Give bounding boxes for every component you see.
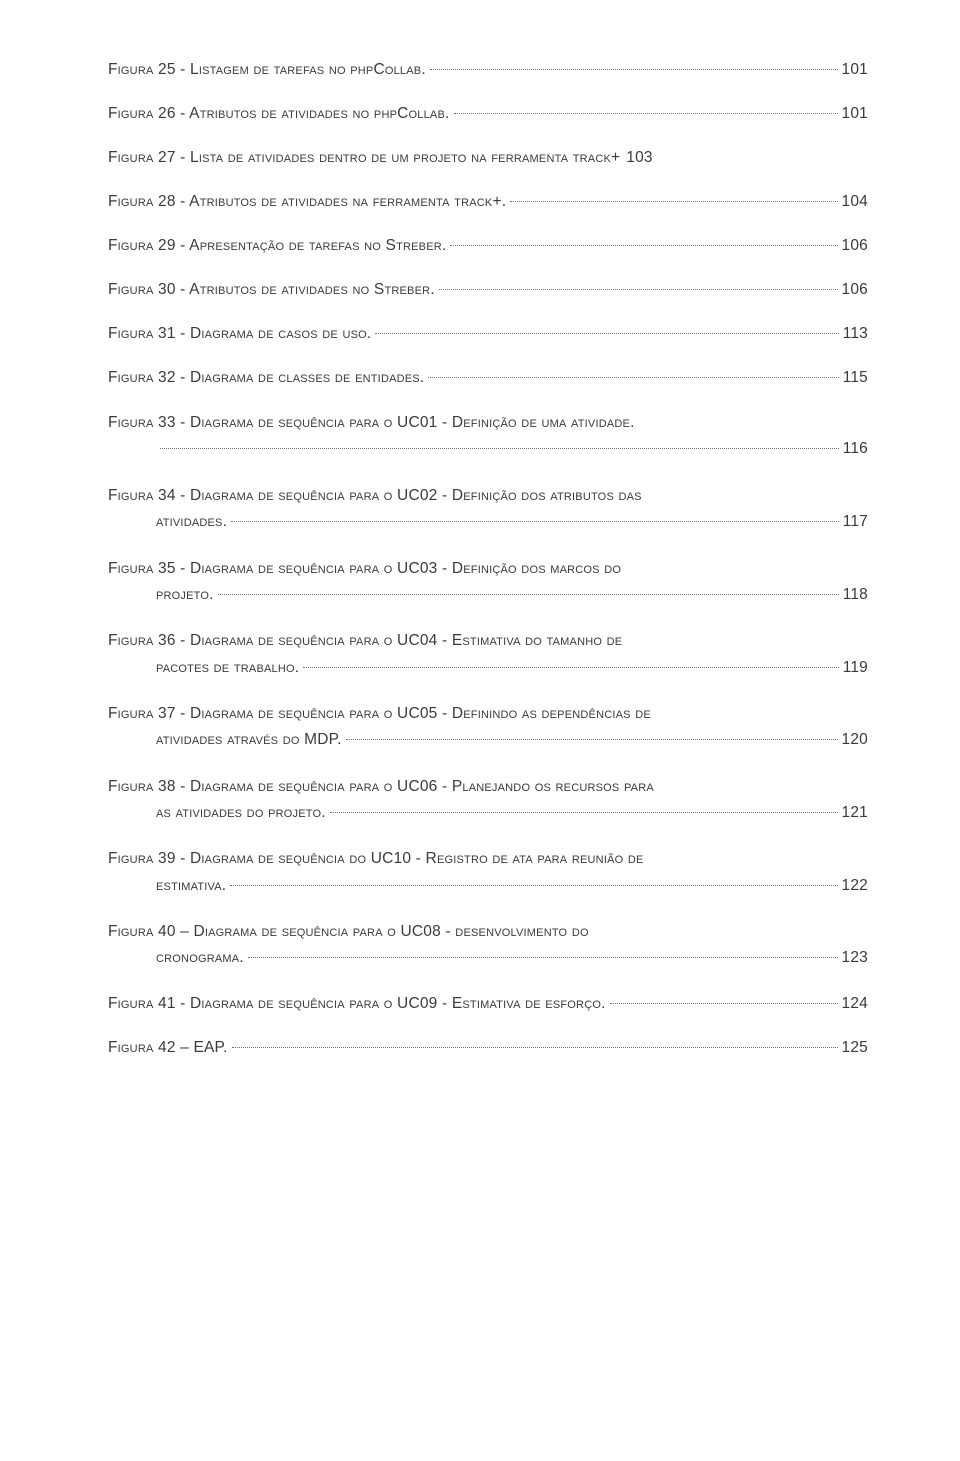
toc-leader: [510, 200, 837, 202]
toc-leader: [454, 112, 838, 114]
toc-label: Figura 27 - Lista de atividades dentro d…: [108, 146, 620, 170]
toc-label: Figura 41 - Diagrama de sequência para o…: [108, 992, 606, 1016]
toc-leader: [330, 811, 838, 813]
toc-label: Figura 30 - Atributos de atividades no S…: [108, 278, 435, 302]
toc-page: 118: [843, 582, 868, 608]
toc-label-line2: atividades através do MDP.: [156, 727, 342, 753]
toc-page: 101: [842, 58, 868, 82]
toc-leader: [428, 376, 838, 378]
toc-label: Figura 25 - Listagem de tarefas no phpCo…: [108, 58, 426, 82]
toc-label: Figura 42 – EAP.: [108, 1036, 228, 1060]
toc-label-line1: Figura 38 - Diagrama de sequência para o…: [108, 774, 868, 800]
toc-page: 125: [842, 1036, 868, 1060]
toc-leader: [375, 332, 838, 334]
toc-leader: [303, 666, 838, 668]
toc-entry: Figura 39 - Diagrama de sequência do UC1…: [108, 846, 868, 899]
toc-entry: Figura 29 - Apresentação de tarefas no S…: [108, 234, 868, 258]
toc-entry: Figura 30 - Atributos de atividades no S…: [108, 278, 868, 302]
toc-entry: Figura 36 - Diagrama de sequência para o…: [108, 628, 868, 681]
toc-leader: [160, 447, 839, 449]
toc-page: 119: [843, 655, 868, 681]
toc-page: 104: [842, 190, 868, 214]
toc-leader: [430, 68, 838, 70]
toc-label-line2: pacotes de trabalho.: [156, 655, 299, 681]
toc-page: 103: [626, 146, 652, 170]
toc-entry: Figura 38 - Diagrama de sequência para o…: [108, 774, 868, 827]
toc-label: Figura 31 - Diagrama de casos de uso.: [108, 322, 371, 346]
toc-label-line1: Figura 40 – Diagrama de sequência para o…: [108, 919, 868, 945]
toc-entry: Figura 37 - Diagrama de sequência para o…: [108, 701, 868, 754]
toc-entry: Figura 33 - Diagrama de sequência para o…: [108, 410, 868, 463]
toc-entry: Figura 32 - Diagrama de classes de entid…: [108, 366, 868, 390]
toc-page: 123: [842, 945, 868, 971]
toc-entry: Figura 25 - Listagem de tarefas no phpCo…: [108, 58, 868, 82]
toc-leader: [231, 520, 839, 522]
toc-leader: [218, 593, 839, 595]
toc-entry: Figura 26 - Atributos de atividades no p…: [108, 102, 868, 126]
toc-label: Figura 26 - Atributos de atividades no p…: [108, 102, 450, 126]
toc-leader: [230, 884, 837, 886]
toc-entry: Figura 41 - Diagrama de sequência para o…: [108, 992, 868, 1016]
toc-label-line1: Figura 39 - Diagrama de sequência do UC1…: [108, 846, 868, 872]
toc-leader: [610, 1002, 838, 1004]
toc-label-line2: as atividades do projeto.: [156, 800, 326, 826]
toc-page: 116: [843, 436, 868, 462]
toc-label-line1: Figura 35 - Diagrama de sequência para o…: [108, 556, 868, 582]
toc-label-line2: atividades.: [156, 509, 227, 535]
toc-entry: Figura 31 - Diagrama de casos de uso. 11…: [108, 322, 868, 346]
toc-page: 106: [842, 234, 868, 258]
toc-label-line2: projeto.: [156, 582, 214, 608]
list-of-figures-page: Figura 25 - Listagem de tarefas no phpCo…: [0, 0, 960, 1461]
toc-page: 122: [842, 873, 868, 899]
toc-page: 115: [843, 366, 868, 390]
toc-label-line2: cronograma.: [156, 945, 244, 971]
toc-leader: [232, 1046, 838, 1048]
toc-label-line1: Figura 34 - Diagrama de sequência para o…: [108, 483, 868, 509]
toc-label: Figura 32 - Diagrama de classes de entid…: [108, 366, 424, 390]
toc-page: 113: [843, 322, 868, 346]
toc-page: 117: [843, 509, 868, 535]
toc-entry: Figura 28 - Atributos de atividades na f…: [108, 190, 868, 214]
toc-page: 120: [842, 727, 868, 753]
toc-label: Figura 28 - Atributos de atividades na f…: [108, 190, 506, 214]
toc-label-line1: Figura 33 - Diagrama de sequência para o…: [108, 410, 868, 436]
toc-leader: [346, 738, 838, 740]
toc-leader: [450, 244, 837, 246]
toc-leader: [439, 288, 838, 290]
toc-page: 124: [842, 992, 868, 1016]
toc-entry: Figura 34 - Diagrama de sequência para o…: [108, 483, 868, 536]
toc-entry: Figura 27 - Lista de atividades dentro d…: [108, 146, 868, 170]
toc-page: 106: [842, 278, 868, 302]
toc-entry: Figura 42 – EAP. 125: [108, 1036, 868, 1060]
toc-leader: [248, 956, 838, 958]
toc-label-line1: Figura 36 - Diagrama de sequência para o…: [108, 628, 868, 654]
toc-page: 101: [842, 102, 868, 126]
toc-label-line1: Figura 37 - Diagrama de sequência para o…: [108, 701, 868, 727]
toc-entry: Figura 35 - Diagrama de sequência para o…: [108, 556, 868, 609]
toc-label-line2: estimativa.: [156, 873, 226, 899]
toc-label: Figura 29 - Apresentação de tarefas no S…: [108, 234, 446, 258]
toc-page: 121: [842, 800, 868, 826]
toc-entry: Figura 40 – Diagrama de sequência para o…: [108, 919, 868, 972]
